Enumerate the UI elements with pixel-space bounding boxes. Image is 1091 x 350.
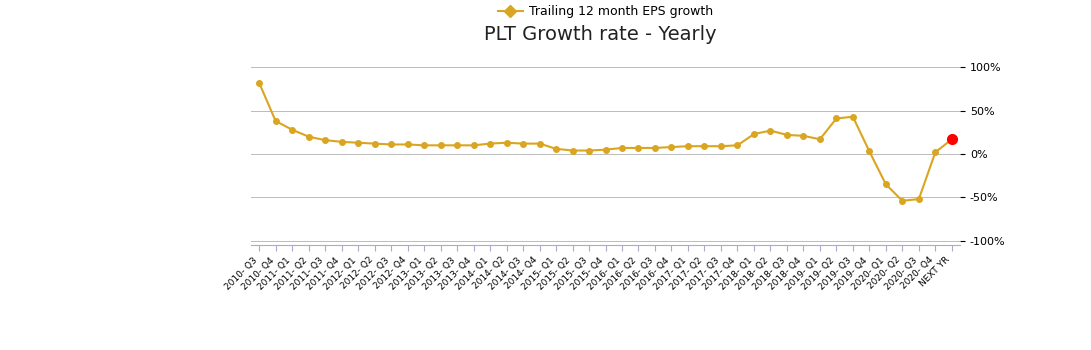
Text: PLT Growth rate - Yearly: PLT Growth rate - Yearly (483, 25, 717, 43)
Legend: Trailing 12 month EPS growth: Trailing 12 month EPS growth (493, 0, 718, 23)
